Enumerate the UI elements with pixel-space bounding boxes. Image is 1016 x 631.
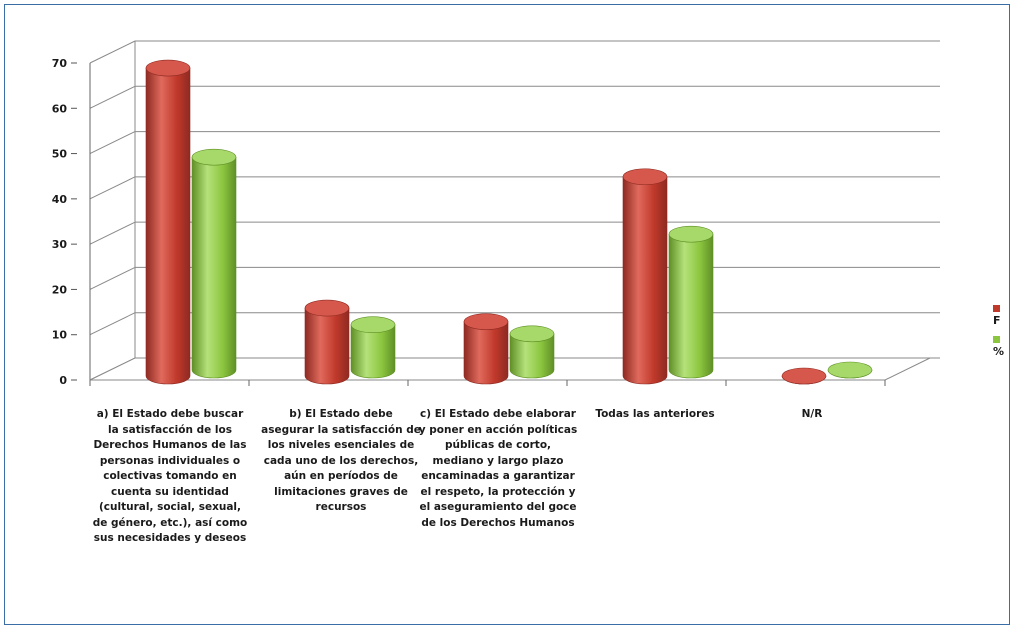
gridline-side (89, 266, 136, 290)
y-tick-label: 0 (59, 374, 67, 387)
legend-swatch-pct (993, 335, 1000, 343)
legend-item-pct: % (993, 332, 1009, 358)
bar-f-4 (781, 367, 827, 385)
gridline-side (89, 221, 136, 245)
y-tick-label: 30 (52, 238, 68, 251)
gridline-side (89, 40, 136, 64)
gridline-side (89, 312, 136, 336)
bar-pct-1 (350, 316, 396, 379)
legend-swatch-f (993, 304, 1000, 312)
category-label-b: b) El Estado debe asegurar la satisfacci… (261, 408, 421, 513)
gridline-side (89, 131, 136, 155)
category-label-nr: N/R (801, 408, 823, 420)
y-tick-label: 10 (52, 329, 68, 342)
bar-f-0 (145, 59, 191, 385)
bar-pct-2 (509, 325, 555, 379)
y-tick-label: 40 (52, 193, 68, 206)
y-tick-label: 70 (52, 57, 68, 70)
bar-f-3 (622, 168, 668, 385)
gridline-side (89, 176, 136, 200)
category-label-a: a) El Estado debe buscar la satisfacción… (92, 408, 248, 544)
y-tick-label: 20 (52, 283, 68, 296)
y-tick-label: 60 (52, 102, 68, 115)
chart-frame: 0 10 20 30 40 50 60 70 a) El Estado debe buscar… (4, 4, 1010, 625)
bar-pct-3 (668, 225, 714, 379)
y-tick-label: 50 (52, 148, 68, 161)
gridline-side (89, 85, 136, 109)
bar-pct-0 (191, 148, 237, 379)
category-label-todas: Todas las anteriores (595, 408, 715, 420)
bar-f-1 (304, 299, 350, 385)
category-label-c: c) El Estado debe elaborar y poner en ac… (418, 408, 578, 529)
bar-pct-4 (827, 361, 873, 379)
bar-chart: 0 10 20 30 40 50 60 70 (52, 40, 940, 387)
legend-item-f: F (993, 301, 1009, 327)
legend-label-pct: % (993, 345, 1005, 358)
bar-f-2 (463, 313, 509, 385)
legend-label-f: F (993, 314, 1001, 327)
